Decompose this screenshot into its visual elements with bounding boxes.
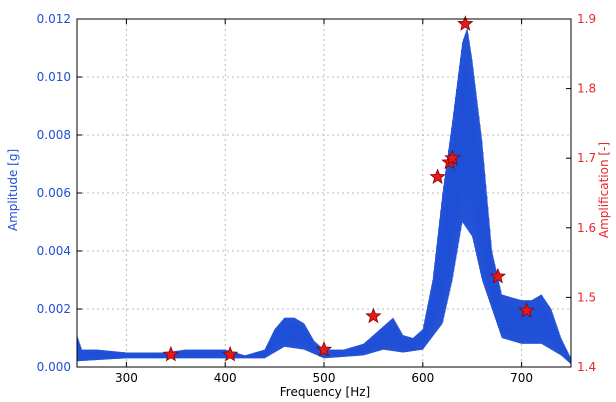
y-left-tick-label: 0.004	[37, 244, 71, 258]
star-marker	[489, 267, 507, 284]
star-marker	[162, 345, 180, 362]
y-right-tick-label: 1.5	[577, 290, 596, 304]
y-right-tick-label: 1.9	[577, 12, 596, 26]
x-tick-label: 300	[115, 371, 138, 385]
star-marker	[444, 149, 461, 166]
x-tick-label: 400	[214, 371, 237, 385]
x-axis-label: Frequency [Hz]	[280, 385, 371, 399]
x-tick-label: 600	[411, 371, 434, 385]
y-right-tick-label: 1.4	[577, 360, 596, 374]
y-left-tick-label: 0.002	[37, 302, 71, 316]
star-marker	[429, 168, 446, 185]
y-axis-right-ticks: 1.4 1.5 1.6 1.7 1.8 1.9	[566, 12, 596, 374]
y-axis-left-label: Amplitude [g]	[6, 149, 20, 231]
y-right-tick-label: 1.6	[577, 221, 596, 235]
marker-layer	[162, 15, 535, 362]
x-tick-label: 500	[313, 371, 336, 385]
star-marker	[518, 301, 535, 318]
y-left-tick-label: 0.006	[37, 186, 71, 200]
y-right-tick-label: 1.7	[577, 151, 596, 165]
star-marker	[315, 340, 333, 357]
signal-envelope	[77, 27, 571, 365]
y-left-tick-label: 0.008	[37, 128, 71, 142]
y-left-tick-label: 0.012	[37, 12, 71, 26]
x-tick-label: 700	[510, 371, 533, 385]
y-axis-right-label: Amplification [-]	[597, 142, 611, 238]
x-axis-ticks: 300 400 500 600 700	[115, 19, 533, 385]
y-left-tick-label: 0.000	[37, 360, 71, 374]
y-axis-left-ticks: 0.000 0.002 0.004 0.006 0.008 0.010 0.012	[37, 12, 82, 374]
star-marker	[221, 345, 239, 362]
star-marker	[457, 15, 474, 31]
grid	[77, 19, 571, 367]
y-right-tick-label: 1.8	[577, 82, 596, 96]
star-marker	[365, 307, 382, 324]
y-left-tick-label: 0.010	[37, 70, 71, 84]
